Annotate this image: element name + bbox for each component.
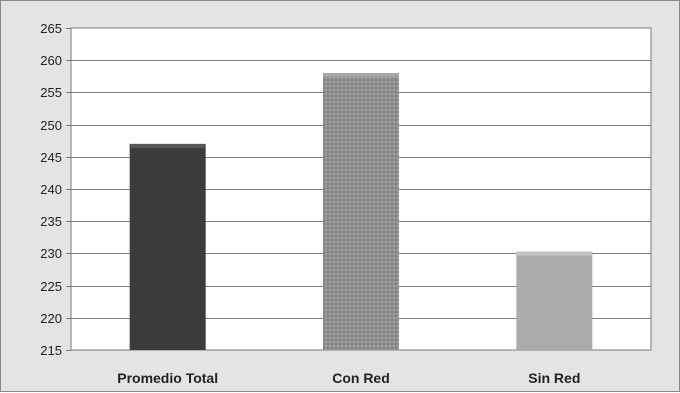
bar-top-highlight <box>129 143 206 148</box>
y-tick-label: 260 <box>40 53 62 68</box>
x-category-label: Promedio Total <box>117 370 218 386</box>
bar-top-highlight <box>323 73 399 78</box>
y-tick-label: 255 <box>40 85 62 100</box>
y-tick-label: 225 <box>40 279 62 294</box>
y-tick-label: 245 <box>40 150 62 165</box>
bar-promedio-total <box>129 143 206 350</box>
y-tick-label: 215 <box>40 343 62 358</box>
x-category-label: Con Red <box>332 370 390 386</box>
bar-sin-red <box>516 251 593 350</box>
y-tick-label: 240 <box>40 182 62 197</box>
bars <box>129 73 593 350</box>
bar-con-red <box>323 73 399 350</box>
y-tick-label: 235 <box>40 214 62 229</box>
y-tick-label: 265 <box>40 21 62 36</box>
y-tick-label: 230 <box>40 246 62 261</box>
x-axis-labels: Promedio Total Con Red Sin Red <box>117 370 580 386</box>
bar-top-highlight <box>516 251 593 256</box>
y-tick-label: 220 <box>40 311 62 326</box>
y-tick-label: 250 <box>40 118 62 133</box>
y-axis-ticks: 215 220 225 230 235 240 245 250 255 260 265 <box>40 21 71 358</box>
x-category-label: Sin Red <box>528 370 580 386</box>
